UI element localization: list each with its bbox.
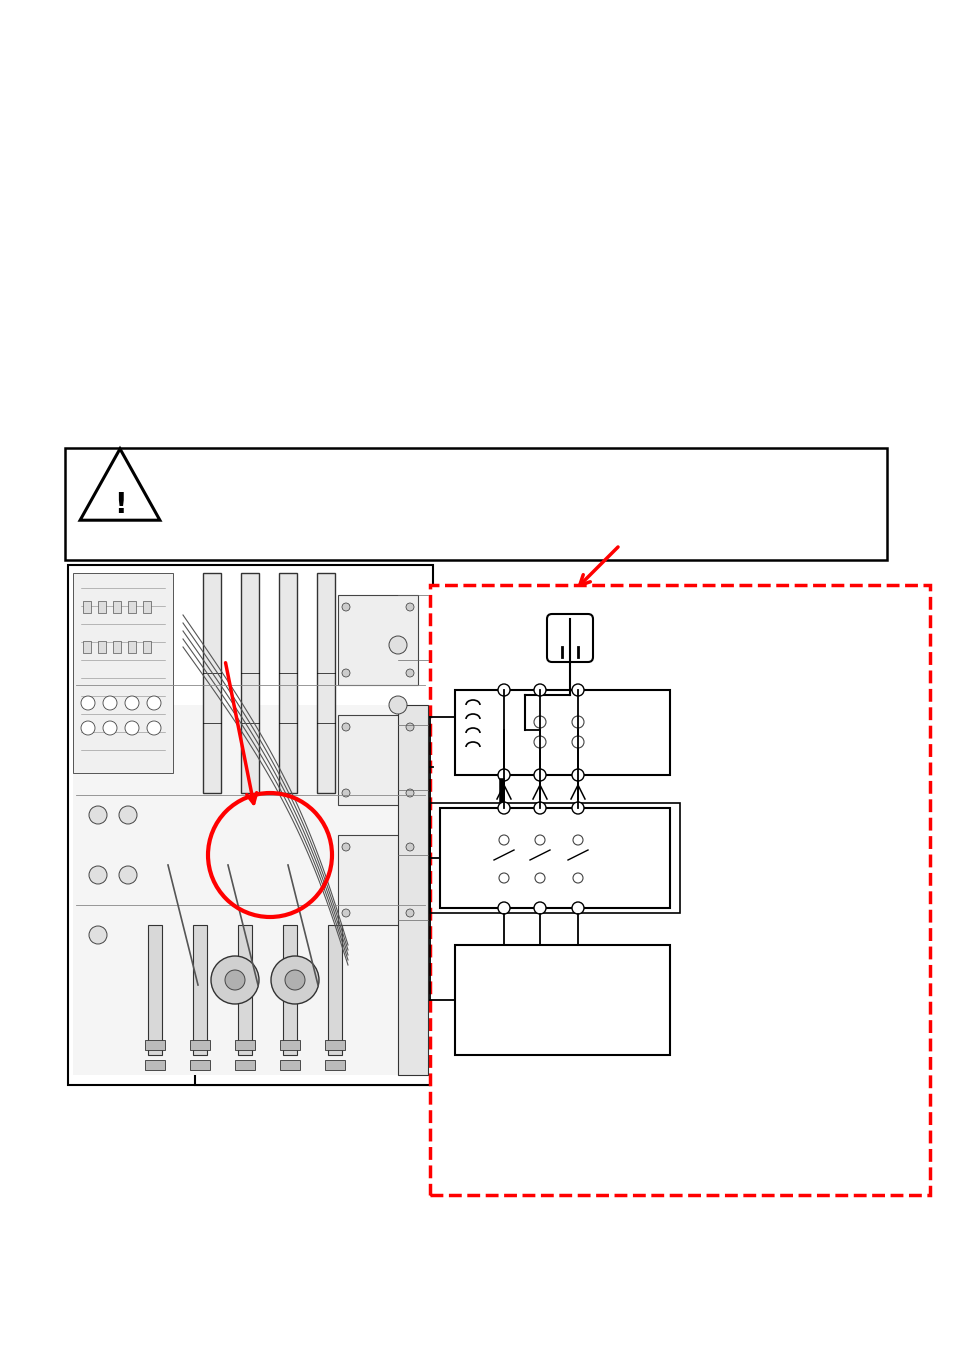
Bar: [325, 1040, 345, 1050]
Circle shape: [534, 736, 545, 748]
Bar: [143, 641, 151, 653]
Text: !: !: [113, 491, 126, 518]
Circle shape: [103, 721, 117, 734]
Bar: [128, 641, 136, 653]
Circle shape: [285, 971, 305, 990]
Bar: [193, 925, 207, 1054]
Circle shape: [225, 971, 245, 990]
Circle shape: [406, 724, 414, 730]
Circle shape: [573, 873, 582, 883]
Bar: [145, 1060, 165, 1071]
Circle shape: [103, 697, 117, 710]
Polygon shape: [80, 448, 160, 520]
Bar: [203, 572, 221, 792]
Bar: [112, 641, 121, 653]
Bar: [325, 1060, 345, 1071]
Bar: [98, 601, 106, 613]
Bar: [190, 1060, 210, 1071]
Bar: [98, 641, 106, 653]
Bar: [83, 601, 91, 613]
Circle shape: [406, 603, 414, 612]
Bar: [316, 572, 335, 792]
Circle shape: [572, 684, 583, 697]
Circle shape: [498, 836, 509, 845]
FancyBboxPatch shape: [546, 614, 593, 662]
Bar: [68, 566, 433, 1085]
Circle shape: [119, 806, 137, 824]
Circle shape: [572, 736, 583, 748]
Bar: [237, 925, 252, 1054]
Bar: [143, 601, 151, 613]
Bar: [455, 945, 669, 1054]
Circle shape: [572, 902, 583, 914]
Circle shape: [572, 769, 583, 782]
Circle shape: [498, 873, 509, 883]
Circle shape: [573, 836, 582, 845]
Circle shape: [147, 721, 161, 734]
Circle shape: [89, 865, 107, 884]
Circle shape: [125, 721, 139, 734]
Bar: [241, 572, 258, 792]
Circle shape: [389, 636, 407, 653]
Bar: [234, 1060, 254, 1071]
Circle shape: [406, 842, 414, 850]
Bar: [337, 716, 417, 805]
Bar: [83, 641, 91, 653]
Circle shape: [81, 721, 95, 734]
Bar: [337, 595, 417, 684]
Circle shape: [572, 716, 583, 728]
Circle shape: [81, 697, 95, 710]
Bar: [73, 572, 172, 774]
Circle shape: [389, 697, 407, 714]
Circle shape: [406, 670, 414, 676]
Circle shape: [406, 788, 414, 796]
Circle shape: [534, 716, 545, 728]
Circle shape: [497, 769, 510, 782]
Bar: [234, 1040, 254, 1050]
Bar: [145, 1040, 165, 1050]
Bar: [112, 601, 121, 613]
Circle shape: [271, 956, 318, 1004]
Circle shape: [119, 865, 137, 884]
Bar: [439, 809, 669, 909]
Bar: [455, 690, 669, 775]
Bar: [283, 925, 296, 1054]
Bar: [148, 925, 162, 1054]
Bar: [397, 705, 428, 1075]
Circle shape: [341, 724, 350, 730]
Bar: [65, 448, 886, 560]
Bar: [128, 601, 136, 613]
Circle shape: [341, 603, 350, 612]
Bar: [73, 705, 428, 1075]
Bar: [194, 950, 435, 1085]
Bar: [337, 836, 417, 925]
Circle shape: [534, 769, 545, 782]
Circle shape: [341, 670, 350, 676]
Bar: [430, 803, 679, 913]
Circle shape: [341, 788, 350, 796]
Circle shape: [341, 909, 350, 917]
Circle shape: [534, 802, 545, 814]
Circle shape: [406, 909, 414, 917]
Circle shape: [497, 684, 510, 697]
Bar: [190, 1040, 210, 1050]
Circle shape: [147, 697, 161, 710]
Circle shape: [89, 806, 107, 824]
Bar: [278, 572, 296, 792]
Circle shape: [535, 873, 544, 883]
Circle shape: [341, 842, 350, 850]
Circle shape: [497, 802, 510, 814]
Circle shape: [534, 684, 545, 697]
Circle shape: [125, 697, 139, 710]
Circle shape: [535, 836, 544, 845]
Bar: [430, 585, 929, 1195]
Circle shape: [497, 902, 510, 914]
Bar: [280, 1060, 299, 1071]
Circle shape: [534, 902, 545, 914]
Circle shape: [211, 956, 258, 1004]
Bar: [280, 1040, 299, 1050]
Circle shape: [89, 926, 107, 944]
Circle shape: [572, 802, 583, 814]
Bar: [328, 925, 341, 1054]
